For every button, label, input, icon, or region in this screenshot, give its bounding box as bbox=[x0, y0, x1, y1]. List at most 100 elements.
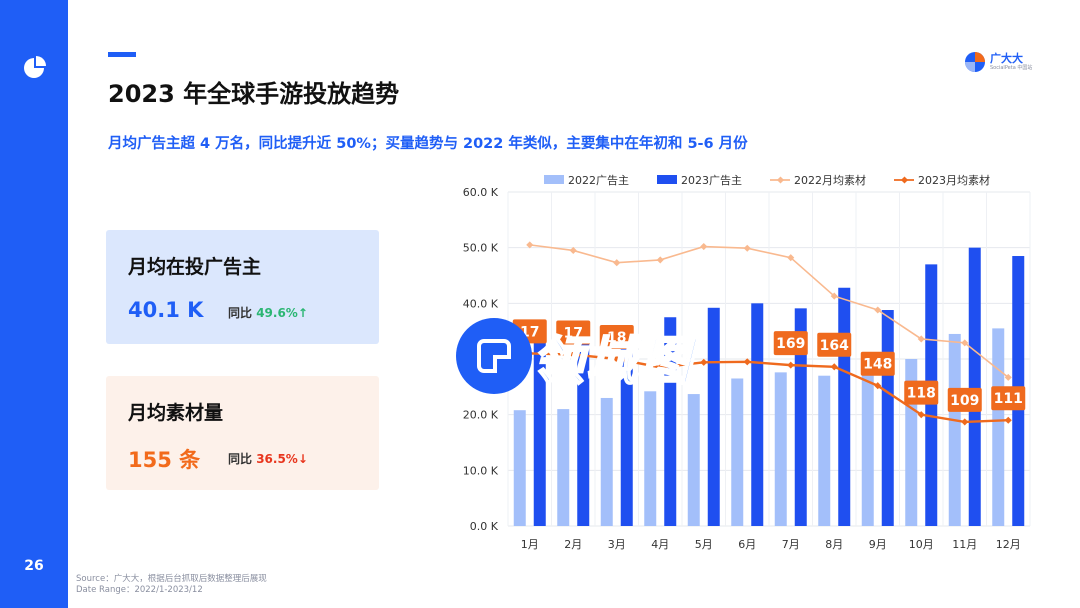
page-title: 2023 年全球手游投放趋势 bbox=[108, 80, 400, 108]
line-point bbox=[961, 339, 969, 347]
yoy-value: 49.6%↑ bbox=[256, 306, 308, 320]
y-tick-label: 60.0 K bbox=[463, 186, 499, 199]
x-tick-label: 11月 bbox=[952, 538, 977, 551]
line-point bbox=[874, 306, 882, 314]
bar-2023 bbox=[664, 317, 677, 526]
y-tick-label: 40.0 K bbox=[463, 297, 499, 310]
brand-logo: 广大大 SocialPeta 中国站 bbox=[964, 50, 1032, 74]
data-label-badge bbox=[817, 332, 852, 357]
line-point bbox=[656, 256, 664, 264]
data-label-badge bbox=[773, 331, 808, 356]
bar-2023 bbox=[968, 247, 981, 526]
data-label-badge bbox=[904, 380, 939, 405]
data-label: 164 bbox=[820, 338, 849, 354]
bar-2023 bbox=[533, 342, 546, 526]
x-tick-label: 9月 bbox=[869, 538, 887, 551]
y-tick-label: 0.0 K bbox=[470, 520, 499, 533]
line-point bbox=[656, 363, 664, 371]
line-point bbox=[613, 259, 621, 267]
line-point bbox=[569, 351, 577, 359]
x-tick-label: 4月 bbox=[651, 538, 669, 551]
yoy-label: 同比 bbox=[228, 452, 253, 466]
bar-2023 bbox=[707, 307, 720, 526]
line-point bbox=[787, 254, 795, 262]
line-point bbox=[613, 355, 621, 363]
x-tick-label: 10月 bbox=[909, 538, 934, 551]
card-value: 155 条 bbox=[128, 448, 201, 472]
line-point bbox=[526, 241, 534, 249]
bar-2022 bbox=[513, 410, 526, 526]
watermark-logo-icon bbox=[456, 318, 532, 394]
bar-2023 bbox=[620, 333, 633, 526]
card-monthly-advertisers: 月均在投广告主 40.1 K 同比 49.6%↑ bbox=[106, 230, 379, 344]
y-tick-label: 10.0 K bbox=[463, 464, 499, 477]
bar-2022 bbox=[557, 409, 570, 526]
line-point bbox=[1004, 373, 1012, 381]
page-subtitle: 月均广告主超 4 万名，同比提升近 50%；买量趋势与 2022 年类似，主要集… bbox=[108, 136, 748, 152]
line-point bbox=[569, 246, 577, 254]
data-label: 169 bbox=[776, 336, 805, 352]
x-tick-label: 2月 bbox=[564, 538, 582, 551]
line-point bbox=[961, 418, 969, 426]
data-label-badge bbox=[991, 386, 1026, 411]
x-tick-label: 3月 bbox=[608, 538, 626, 551]
line-point bbox=[874, 382, 882, 390]
x-tick-label: 1月 bbox=[521, 538, 539, 551]
brand-globe-icon bbox=[965, 52, 985, 72]
line-point bbox=[1004, 416, 1012, 424]
legend-swatch bbox=[657, 175, 677, 184]
x-tick-label: 5月 bbox=[695, 538, 713, 551]
bar-2023 bbox=[881, 310, 894, 526]
bar-2022 bbox=[644, 391, 657, 526]
y-tick-label: 20.0 K bbox=[463, 409, 499, 422]
legend-label: 2023月均素材 bbox=[918, 173, 990, 187]
data-label-badge bbox=[947, 387, 982, 412]
yoy-indicator: 同比 49.6%↑ bbox=[228, 304, 308, 321]
data-label-badge bbox=[599, 325, 634, 349]
bar-2023 bbox=[794, 308, 807, 526]
line-point bbox=[743, 244, 751, 252]
data-label: 109 bbox=[950, 393, 979, 409]
legend-label: 2022月均素材 bbox=[794, 173, 866, 187]
card-title: 月均在投广告主 bbox=[128, 256, 262, 278]
legend-label: 2022广告主 bbox=[568, 174, 629, 187]
line-point bbox=[700, 358, 708, 366]
line-point bbox=[700, 243, 708, 251]
yoy-indicator: 同比 36.5%↓ bbox=[228, 450, 308, 467]
data-label: 17 bbox=[564, 326, 583, 342]
legend-marker bbox=[776, 176, 785, 184]
card-value: 40.1 K bbox=[128, 298, 204, 322]
legend-marker bbox=[900, 176, 909, 184]
line-2022-creatives bbox=[529, 244, 1009, 378]
data-label: 18 bbox=[607, 330, 626, 346]
sidebar: 26 bbox=[0, 0, 68, 608]
bar-2022 bbox=[600, 397, 613, 526]
data-label: 118 bbox=[907, 386, 936, 402]
line-point bbox=[830, 292, 838, 300]
line-point bbox=[787, 361, 795, 369]
watermark: 领域图 bbox=[456, 318, 694, 394]
data-label: 148 bbox=[863, 357, 892, 373]
bar-2023 bbox=[577, 336, 590, 526]
watermark-text: 领域图 bbox=[531, 331, 695, 393]
legend-label: 2023广告主 bbox=[681, 174, 742, 187]
brand-subtitle: SocialPeta 中国站 bbox=[990, 64, 1033, 71]
line-2023-creatives bbox=[529, 352, 1009, 424]
x-tick-label: 12月 bbox=[996, 538, 1021, 551]
page-number: 26 bbox=[24, 558, 44, 574]
brand-name: 广大大 bbox=[990, 51, 1023, 65]
line-point bbox=[917, 411, 925, 419]
data-label: 111 bbox=[994, 391, 1023, 407]
pie-logo-icon bbox=[24, 56, 46, 78]
legend-swatch bbox=[544, 175, 564, 184]
bar-2022 bbox=[992, 328, 1005, 526]
yoy-value: 36.5%↓ bbox=[256, 452, 308, 466]
bar-2022 bbox=[731, 378, 744, 526]
line-point bbox=[917, 335, 925, 343]
bar-2022 bbox=[861, 374, 874, 526]
line-point bbox=[743, 358, 751, 366]
bar-2023 bbox=[751, 303, 764, 526]
x-tick-label: 6月 bbox=[738, 538, 756, 551]
title-accent-bar bbox=[108, 52, 136, 57]
data-label-badge bbox=[556, 320, 591, 345]
